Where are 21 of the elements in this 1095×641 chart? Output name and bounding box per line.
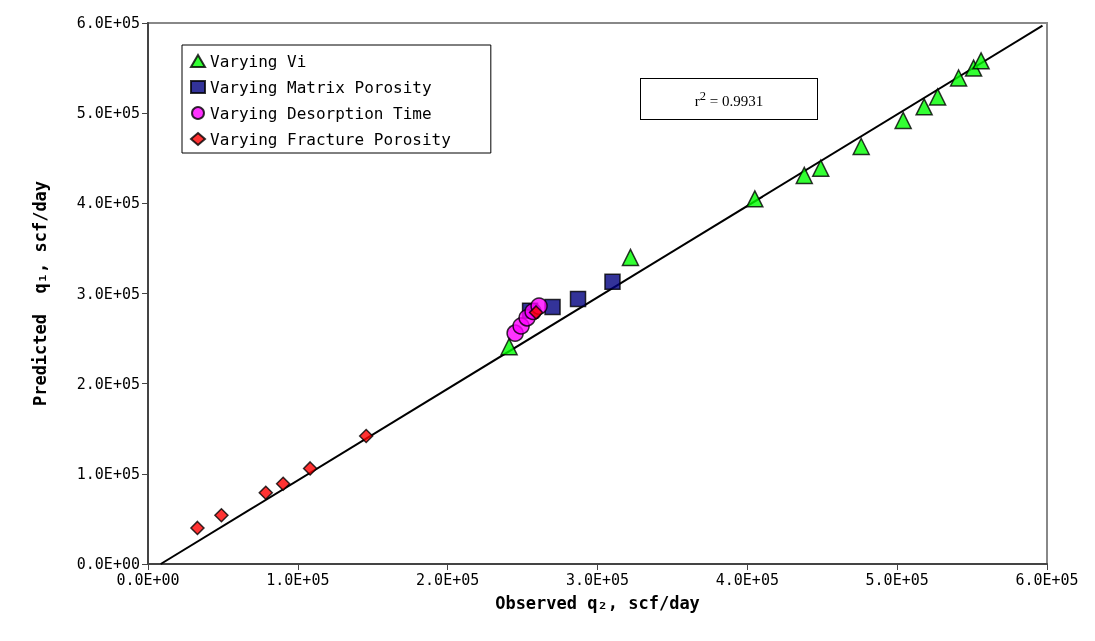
- y-tick-label: 0.0E+00: [76, 555, 140, 573]
- legend-label: Varying Matrix Porosity: [210, 77, 432, 97]
- x-tick-label: 2.0E+05: [416, 570, 480, 589]
- y-tick-label: 1.0E+05: [76, 464, 140, 483]
- y-tick-label: 4.0E+05: [76, 194, 140, 213]
- legend-label: Varying Vi: [210, 51, 307, 71]
- x-tick-label: 0.0E+00: [116, 570, 180, 589]
- annotation: r$^{2}$ = 0.9931: [694, 88, 764, 110]
- x-tick-label: 6.0E+05: [1015, 570, 1079, 589]
- y-tick-label: 5.0E+05: [76, 104, 140, 123]
- x-axis-title: Observed q₂, scf/day: [495, 592, 700, 613]
- x-tick-label: 4.0E+05: [715, 570, 779, 589]
- legend-label: Varying Desorption Time: [210, 103, 432, 123]
- y-tick-label: 3.0E+05: [76, 284, 140, 303]
- y-tick-label: 6.0E+05: [76, 14, 140, 32]
- legend-label: Varying Fracture Porosity: [210, 129, 452, 149]
- x-tick-label: 3.0E+05: [565, 570, 630, 589]
- x-tick-label: 5.0E+05: [865, 570, 929, 589]
- y-axis-title: Predicted q₁, scf/day: [29, 180, 50, 407]
- y-tick-label: 2.0E+05: [76, 374, 140, 393]
- x-tick-label: 1.0E+05: [266, 570, 330, 589]
